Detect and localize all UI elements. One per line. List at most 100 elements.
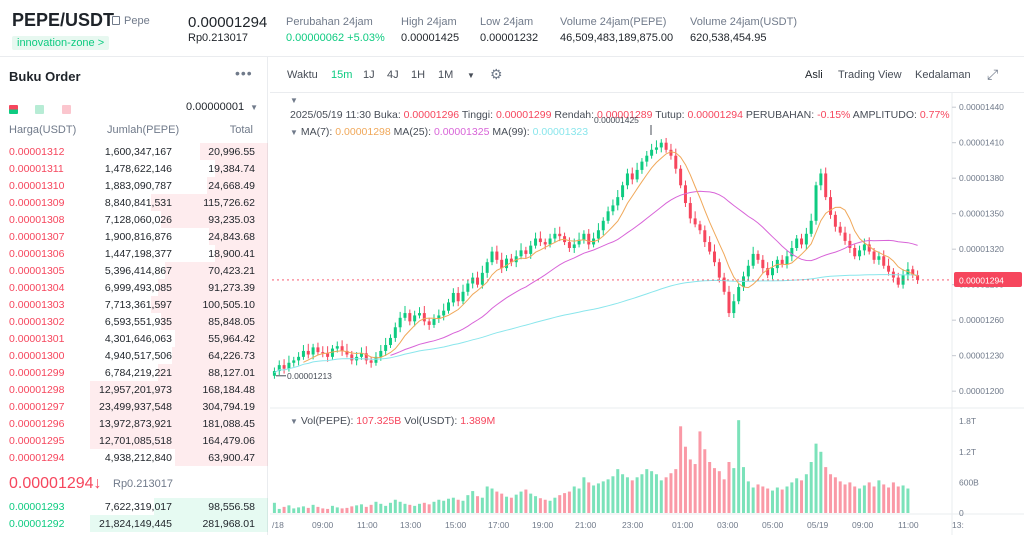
ask-row[interactable]: 0.00001301 4,301,646,063 55,964.42 bbox=[0, 330, 268, 347]
volume-bar bbox=[495, 491, 499, 513]
interval-4h[interactable]: 4J bbox=[387, 69, 399, 81]
volume-bar bbox=[461, 500, 465, 513]
volume-bar bbox=[824, 467, 828, 513]
candle-body bbox=[514, 256, 518, 263]
ask-row[interactable]: 0.00001303 7,713,361,597 100,505.10 bbox=[0, 296, 268, 313]
asks-view-icon[interactable] bbox=[61, 105, 71, 114]
candle-body bbox=[374, 356, 378, 363]
ask-row[interactable]: 0.00001310 1,883,090,787 24,668.49 bbox=[0, 177, 268, 194]
ask-row[interactable]: 0.00001296 13,972,873,921 181,088.45 bbox=[0, 415, 268, 432]
candle-body bbox=[582, 233, 586, 240]
interval-15m[interactable]: 15m bbox=[331, 69, 353, 81]
candlestick-svg[interactable]: 0.00001440 0.00001410 0.00001380 0.00001350… bbox=[270, 93, 1024, 535]
volume-bar bbox=[650, 471, 654, 513]
price-chart[interactable]: ▼ 2025/05/19 11:30 Buka: 0.00001296 Ting… bbox=[270, 93, 1024, 535]
stat-label: Perubahan 24jam bbox=[286, 16, 373, 28]
ask-row[interactable]: 0.00001307 1,900,816,876 24,843.68 bbox=[0, 228, 268, 245]
ma99-line bbox=[274, 274, 918, 374]
zone-tag[interactable]: innovation-zone > bbox=[12, 36, 110, 50]
ask-row[interactable]: 0.00001302 6,593,551,935 85,848.05 bbox=[0, 313, 268, 330]
candle-body bbox=[345, 350, 349, 355]
volume-bar bbox=[321, 508, 325, 513]
candle-body bbox=[476, 277, 480, 285]
interval-more-icon[interactable]: ▼ bbox=[467, 71, 475, 80]
ask-row[interactable]: 0.00001306 1,447,198,377 18,900.41 bbox=[0, 245, 268, 262]
volume-bar bbox=[741, 467, 745, 513]
open-value: 0.00001296 bbox=[403, 109, 460, 121]
volume-bar bbox=[567, 491, 571, 513]
candle-body bbox=[500, 259, 504, 269]
ask-row[interactable]: 0.00001312 1,600,347,167 20,996.55 bbox=[0, 143, 268, 160]
high-value: 0.00001299 bbox=[495, 109, 552, 121]
candle-body bbox=[321, 352, 325, 354]
ask-row[interactable]: 0.00001300 4,940,517,506 64,226.73 bbox=[0, 347, 268, 364]
ask-row[interactable]: 0.00001309 8,840,841,531 115,726.62 bbox=[0, 194, 268, 211]
stat-label: Low 24jam bbox=[480, 16, 534, 28]
row-amount: 12,701,085,518 bbox=[99, 435, 172, 447]
ask-row[interactable]: 0.00001304 6,999,493,085 91,273.39 bbox=[0, 279, 268, 296]
bid-row[interactable]: 0.00001292 21,824,149,445 281,968.01 bbox=[0, 515, 268, 532]
candle-body bbox=[780, 259, 784, 265]
ask-row[interactable]: 0.00001305 5,396,414,867 70,423.21 bbox=[0, 262, 268, 279]
vol-collapse-icon[interactable]: ▼ bbox=[290, 417, 298, 426]
row-total: 98,556.58 bbox=[208, 501, 255, 513]
interval-1h[interactable]: 1J bbox=[363, 69, 375, 81]
ask-row[interactable]: 0.00001297 23,499,937,548 304,794.19 bbox=[0, 398, 268, 415]
pair-title[interactable]: PEPE/USDT bbox=[12, 10, 115, 30]
volume-bar bbox=[364, 506, 368, 513]
candle-body bbox=[819, 173, 823, 186]
stat-value: 46,509,483,189,875.00 bbox=[560, 32, 674, 44]
bid-row[interactable]: 0.00001293 7,622,319,017 98,556.58 bbox=[0, 498, 268, 515]
ask-row[interactable]: 0.00001311 1,478,622,146 19,384.74 bbox=[0, 160, 268, 177]
depth-bar bbox=[214, 245, 268, 262]
collapse-icon[interactable]: ▼ bbox=[290, 96, 298, 105]
ask-row[interactable]: 0.00001299 6,784,219,221 88,127.01 bbox=[0, 364, 268, 381]
volume-info: ▼ Vol(PEPE): 107.325B Vol(USDT): 1.389M bbox=[290, 415, 495, 427]
tab-depth[interactable]: Kedalaman bbox=[915, 69, 971, 81]
candle-body bbox=[509, 258, 513, 263]
both-sides-view-icon[interactable] bbox=[9, 105, 18, 114]
more-icon[interactable]: ••• bbox=[235, 65, 253, 81]
low-marker-label: 0.00001213 bbox=[287, 371, 332, 381]
tab-original[interactable]: Asli bbox=[805, 69, 823, 81]
time-tick-label: 13:00 bbox=[400, 520, 422, 530]
volume-bar bbox=[848, 482, 852, 513]
depth-bar bbox=[207, 177, 268, 194]
fullscreen-icon[interactable]: ⤢ bbox=[987, 66, 999, 82]
gear-icon[interactable]: ⚙ bbox=[490, 66, 503, 82]
ask-row[interactable]: 0.00001308 7,128,060,026 93,235.03 bbox=[0, 211, 268, 228]
interval-1m[interactable]: 1M bbox=[438, 69, 454, 81]
ma-collapse-icon[interactable]: ▼ bbox=[290, 128, 298, 137]
ask-row[interactable]: 0.00001298 12,957,201,973 168,184.48 bbox=[0, 381, 268, 398]
candle-body bbox=[650, 149, 654, 156]
tab-tradingview[interactable]: Trading View bbox=[838, 69, 902, 81]
row-price: 0.00001309 bbox=[9, 197, 65, 209]
ask-row[interactable]: 0.00001294 4,938,212,840 63,900.47 bbox=[0, 449, 268, 466]
row-total: 70,423.21 bbox=[208, 265, 255, 277]
candle-body bbox=[611, 205, 615, 212]
stat-label: Volume 24jam(USDT) bbox=[690, 16, 797, 28]
candle-body bbox=[645, 155, 649, 162]
candle-body bbox=[916, 275, 920, 280]
volume-bar bbox=[887, 487, 891, 513]
volume-bar bbox=[292, 508, 296, 513]
precision-select[interactable]: 0.00000001 ▼ bbox=[186, 101, 258, 113]
interval-1d[interactable]: 1H bbox=[411, 69, 426, 81]
volume-bar bbox=[355, 505, 359, 513]
candle-body bbox=[437, 315, 441, 319]
ask-row[interactable]: 0.00001295 12,701,085,518 164,479.06 bbox=[0, 432, 268, 449]
candle-body bbox=[316, 347, 320, 353]
volume-bar bbox=[311, 504, 315, 513]
volume-bar bbox=[611, 476, 615, 513]
row-total: 55,964.42 bbox=[208, 333, 255, 345]
coin-name[interactable]: Pepe bbox=[112, 15, 150, 27]
depth-bar bbox=[161, 211, 268, 228]
bid-rows: 0.00001293 7,622,319,017 98,556.58 0.000012… bbox=[0, 498, 268, 532]
candle-body bbox=[766, 268, 770, 276]
candle-body bbox=[804, 233, 808, 245]
volume-bar bbox=[891, 482, 895, 513]
depth-bar bbox=[200, 143, 268, 160]
volume-bar bbox=[297, 507, 301, 513]
volume-bar bbox=[882, 484, 886, 513]
bids-view-icon[interactable] bbox=[35, 105, 45, 114]
